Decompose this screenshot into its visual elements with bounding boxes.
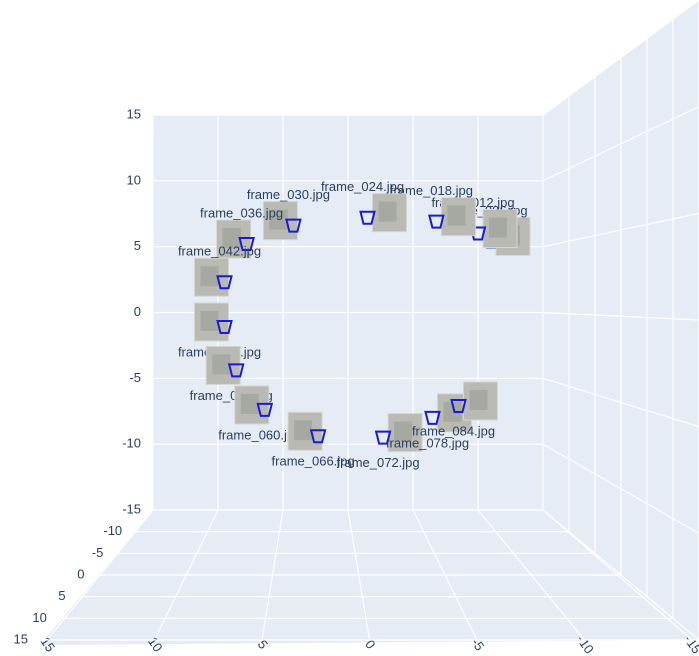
- thumbnail-shade: [294, 420, 312, 440]
- z-tick-label: -5: [92, 545, 104, 560]
- camera-label: frame_030.jpg: [247, 187, 330, 202]
- z-tick-label: 15: [14, 631, 28, 646]
- camera-label: frame_072.jpg: [337, 455, 420, 470]
- thumbnail-shade: [201, 266, 219, 286]
- y-tick-label: 0: [134, 304, 141, 319]
- scene: -15-10-5051015151050-5-10-15-10-5051015 …: [0, 0, 699, 656]
- z-tick-label: -10: [103, 523, 122, 538]
- y-tick-label: 10: [127, 172, 141, 187]
- page: {"chart_data": {"type": "scatter3d", "xl…: [0, 0, 699, 656]
- thumbnail-shade: [241, 394, 259, 414]
- thumbnail-shade: [489, 218, 507, 238]
- z-tick-label: 5: [58, 588, 65, 603]
- y-tick-label: -5: [129, 370, 141, 385]
- thumbnail-shade: [212, 354, 230, 374]
- y-tick-label: 5: [134, 238, 141, 253]
- thumbnail-shade: [447, 206, 465, 226]
- y-tick-label: -15: [122, 501, 141, 516]
- y-tick-label: 15: [127, 106, 141, 121]
- camera-label: frame_036.jpg: [200, 205, 283, 220]
- thumbnail-shade: [470, 390, 488, 410]
- camera-label: frame_084.jpg: [412, 423, 495, 438]
- z-tick-label: 0: [77, 566, 84, 581]
- thumbnail-shade: [379, 202, 397, 222]
- y-tick-label: -10: [122, 436, 141, 451]
- thumbnail-shade: [201, 311, 219, 331]
- z-tick-label: 10: [32, 610, 46, 625]
- camera-label: frame_042.jpg: [178, 244, 261, 259]
- camera-label: frame_024.jpg: [321, 179, 404, 194]
